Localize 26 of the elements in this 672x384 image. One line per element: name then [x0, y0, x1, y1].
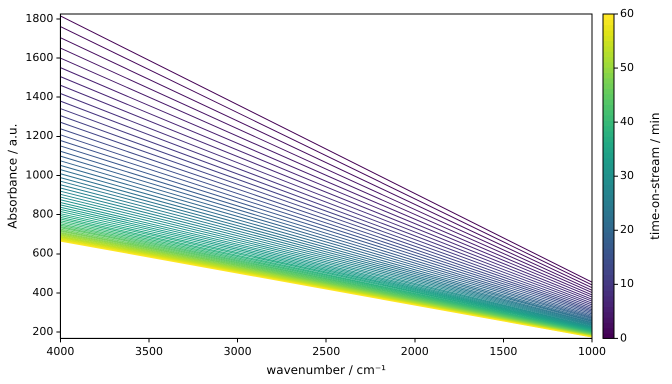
color-bar-label: 10 — [620, 277, 634, 290]
color-bar-label: 0 — [620, 331, 627, 344]
y-tick-label: 1600 — [25, 50, 54, 64]
y-tick-label: 800 — [32, 208, 54, 221]
x-tick-label: 3000 — [224, 344, 252, 358]
color-bar-label: 50 — [620, 60, 634, 74]
color-bar-label: 60 — [620, 6, 634, 20]
y-tick-label: 400 — [32, 286, 54, 299]
x-tick-label: 1500 — [489, 344, 518, 358]
x-tick-label: 3500 — [134, 344, 163, 358]
color-bar-label: 40 — [620, 114, 634, 128]
color-bar-label: 30 — [620, 169, 634, 182]
y-tick-label: 1800 — [25, 12, 54, 25]
y-tick-label: 1000 — [25, 168, 54, 182]
x-tick-label: 2000 — [400, 344, 429, 358]
x-tick-label: 1000 — [578, 344, 606, 358]
x-tick-label: 4000 — [46, 344, 74, 358]
x-tick-label: 2500 — [312, 344, 340, 358]
color-bar-label: 20 — [620, 223, 634, 236]
x-axis-title: wavenumber / cm⁻¹ — [266, 362, 386, 377]
y-tick-label: 200 — [32, 324, 54, 338]
y-axis-title: Absorbance / a.u. — [5, 124, 20, 229]
y-tick-label: 1400 — [25, 90, 54, 104]
color-bar-title: time-on-stream / min — [648, 112, 662, 240]
y-tick-label: 600 — [32, 246, 54, 260]
y-tick-label: 1200 — [25, 129, 54, 142]
